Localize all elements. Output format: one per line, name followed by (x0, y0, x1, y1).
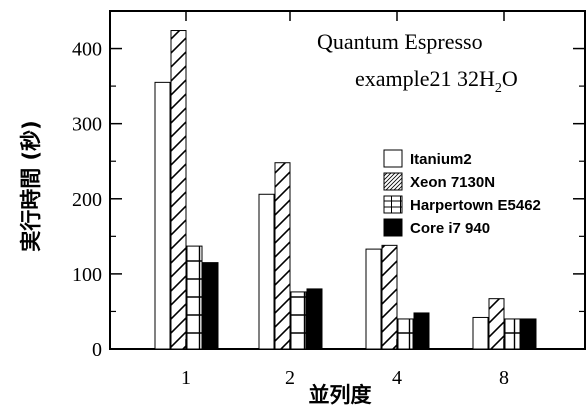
legend-label: Harpertown E5462 (410, 197, 541, 214)
x-axis-ticks: 1 2 4 8 (181, 11, 509, 389)
legend-swatch-grid (383, 195, 403, 214)
x-tick-label: 1 (181, 367, 191, 389)
bar-solid-2 (306, 288, 323, 350)
bar-diagonal-2 (274, 162, 291, 350)
legend-swatch-solid (383, 218, 403, 237)
y-tick-label: 100 (72, 264, 102, 286)
bar-solid-1 (202, 262, 219, 350)
plot-frame (109, 10, 586, 350)
legend-label: Core i7 940 (410, 220, 490, 237)
y-tick-label: 0 (92, 339, 102, 361)
bar-solid-4 (413, 312, 430, 350)
bar-grid-8 (504, 318, 521, 350)
x-tick-label: 4 (392, 367, 402, 389)
x-tick-label: 8 (499, 367, 509, 389)
y-axis-ticks: 0 100 200 300 400 (72, 39, 585, 361)
bar-blank-1 (154, 81, 171, 350)
plot-border (109, 10, 586, 350)
bar-blank-4 (365, 248, 382, 350)
legend-label: Xeon 7130N (410, 174, 495, 191)
bars-group (154, 30, 537, 350)
annotation-example-text: example21 32H (355, 66, 495, 91)
legend-swatch-blank (383, 149, 403, 168)
y-tick-label: 400 (72, 39, 102, 61)
annotation-oxygen: O (502, 66, 518, 91)
y-tick-label: 300 (72, 114, 102, 136)
bar-blank-2 (258, 193, 275, 350)
annotation-example: example21 32H2O (355, 66, 518, 96)
bar-grid-4 (397, 318, 414, 350)
y-tick-label: 200 (72, 189, 102, 211)
legend-label: Itanium2 (410, 151, 472, 168)
bar-blank-8 (472, 316, 489, 350)
x-tick-label: 2 (285, 367, 295, 389)
legend: Itanium2 Xeon 7130N Harpertown E5462 Core i… (383, 149, 541, 237)
annotation-subscript: 2 (495, 81, 502, 96)
x-axis-title: 並列度 (309, 383, 372, 407)
bar-grid-1 (186, 245, 203, 350)
bar-grid-2 (290, 291, 307, 350)
annotation-software: Quantum Espresso (317, 29, 483, 54)
legend-swatch-diagonal (383, 172, 403, 191)
bar-diagonal-1 (170, 30, 187, 350)
bar-diagonal-4 (381, 244, 398, 350)
y-axis-title: 実行時間 (秒) (19, 120, 43, 252)
bar-solid-8 (520, 318, 537, 350)
bar-diagonal-8 (488, 298, 505, 350)
